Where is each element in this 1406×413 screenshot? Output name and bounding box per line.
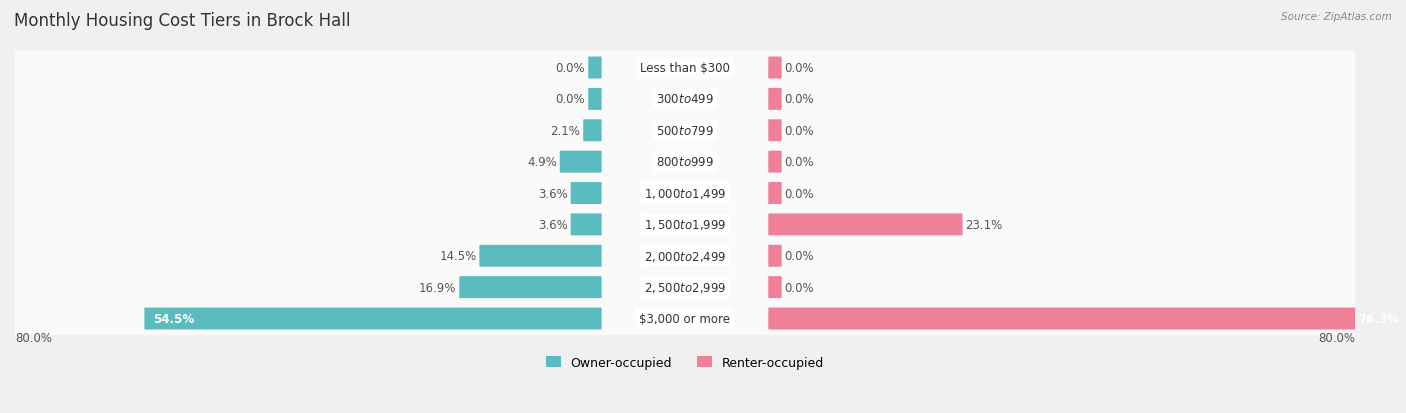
Text: 4.9%: 4.9% — [527, 156, 557, 169]
FancyBboxPatch shape — [588, 89, 602, 111]
Text: $2,500 to $2,999: $2,500 to $2,999 — [644, 280, 727, 294]
FancyBboxPatch shape — [571, 183, 602, 204]
Text: 0.0%: 0.0% — [785, 93, 814, 106]
Text: 80.0%: 80.0% — [1317, 331, 1355, 344]
Text: Monthly Housing Cost Tiers in Brock Hall: Monthly Housing Cost Tiers in Brock Hall — [14, 12, 350, 30]
FancyBboxPatch shape — [768, 57, 782, 79]
Text: 54.5%: 54.5% — [153, 312, 194, 325]
FancyBboxPatch shape — [768, 89, 782, 111]
Text: 76.3%: 76.3% — [1358, 312, 1399, 325]
FancyBboxPatch shape — [768, 276, 782, 299]
FancyBboxPatch shape — [10, 52, 1361, 85]
Text: $500 to $799: $500 to $799 — [657, 124, 714, 138]
Text: $800 to $999: $800 to $999 — [657, 156, 714, 169]
FancyBboxPatch shape — [10, 83, 1361, 116]
FancyBboxPatch shape — [768, 308, 1406, 330]
FancyBboxPatch shape — [460, 276, 602, 299]
FancyBboxPatch shape — [560, 151, 602, 173]
Text: $1,500 to $1,999: $1,500 to $1,999 — [644, 218, 727, 232]
Text: 3.6%: 3.6% — [538, 187, 568, 200]
Text: 0.0%: 0.0% — [785, 187, 814, 200]
FancyBboxPatch shape — [571, 214, 602, 236]
FancyBboxPatch shape — [768, 245, 782, 267]
FancyBboxPatch shape — [10, 240, 1361, 273]
FancyBboxPatch shape — [145, 308, 602, 330]
Text: 0.0%: 0.0% — [785, 281, 814, 294]
FancyBboxPatch shape — [10, 302, 1361, 335]
Text: 0.0%: 0.0% — [785, 124, 814, 138]
Text: 0.0%: 0.0% — [785, 250, 814, 263]
Text: $300 to $499: $300 to $499 — [657, 93, 714, 106]
Text: 0.0%: 0.0% — [555, 62, 585, 75]
FancyBboxPatch shape — [768, 214, 963, 236]
Text: 16.9%: 16.9% — [419, 281, 457, 294]
Legend: Owner-occupied, Renter-occupied: Owner-occupied, Renter-occupied — [540, 351, 830, 374]
FancyBboxPatch shape — [768, 151, 782, 173]
Text: 14.5%: 14.5% — [439, 250, 477, 263]
FancyBboxPatch shape — [583, 120, 602, 142]
Text: 0.0%: 0.0% — [555, 93, 585, 106]
FancyBboxPatch shape — [588, 57, 602, 79]
FancyBboxPatch shape — [10, 114, 1361, 147]
Text: 0.0%: 0.0% — [785, 62, 814, 75]
FancyBboxPatch shape — [479, 245, 602, 267]
Text: Less than $300: Less than $300 — [640, 62, 730, 75]
Text: 2.1%: 2.1% — [550, 124, 581, 138]
FancyBboxPatch shape — [10, 208, 1361, 242]
FancyBboxPatch shape — [10, 177, 1361, 210]
FancyBboxPatch shape — [10, 271, 1361, 304]
Text: $3,000 or more: $3,000 or more — [640, 312, 731, 325]
FancyBboxPatch shape — [10, 146, 1361, 179]
FancyBboxPatch shape — [768, 120, 782, 142]
Text: $2,000 to $2,499: $2,000 to $2,499 — [644, 249, 727, 263]
Text: 0.0%: 0.0% — [785, 156, 814, 169]
Text: 80.0%: 80.0% — [15, 331, 52, 344]
Text: Source: ZipAtlas.com: Source: ZipAtlas.com — [1281, 12, 1392, 22]
Text: 3.6%: 3.6% — [538, 218, 568, 231]
Text: 23.1%: 23.1% — [966, 218, 1002, 231]
Text: $1,000 to $1,499: $1,000 to $1,499 — [644, 187, 727, 201]
FancyBboxPatch shape — [768, 183, 782, 204]
